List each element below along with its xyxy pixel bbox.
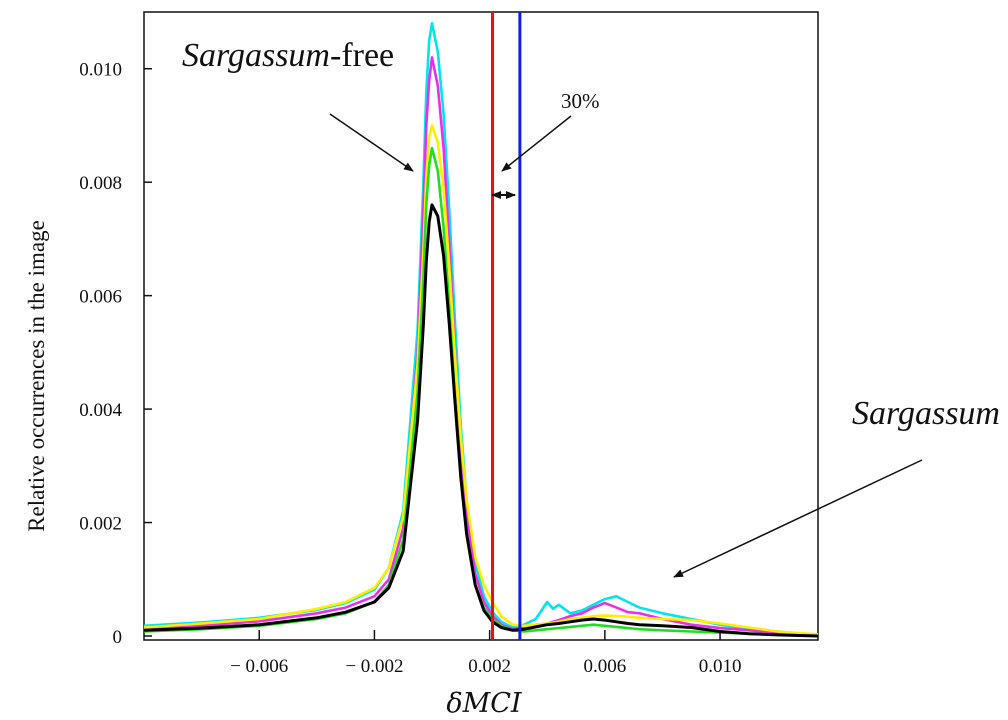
plot-frame xyxy=(143,11,819,641)
y-tick-label: 0.010 xyxy=(79,60,122,81)
series-line-5 xyxy=(143,203,819,638)
y-tick-label: 0 xyxy=(113,627,123,648)
y-tick-label: 0.002 xyxy=(79,514,122,535)
series-line-2 xyxy=(143,56,819,637)
y-tick-label: 0.008 xyxy=(79,173,122,194)
series-line-3 xyxy=(143,124,819,636)
series-layer xyxy=(143,21,819,638)
x-tick-label: − 0.002 xyxy=(345,656,403,677)
sargassum-label: Sargassum xyxy=(852,395,1000,432)
x-tick-label: 0.006 xyxy=(583,656,626,677)
series-line-4 xyxy=(143,146,819,638)
tick-layer: − 0.006 − 0.002 0.002 0.006 0.010 0 0.002 0.004… xyxy=(79,60,741,677)
threshold-lines xyxy=(491,12,522,640)
sargassum-free-italic: Sargassum xyxy=(182,37,330,74)
x-tick-label: − 0.006 xyxy=(230,656,288,677)
y-tick-label: 0.004 xyxy=(79,400,122,421)
y-axis-title: Relative occurrences in the image xyxy=(24,220,49,532)
sargassum-arrow xyxy=(673,459,923,578)
sargassum-free-suffix: -free xyxy=(330,37,394,74)
series-line-1 xyxy=(143,21,819,637)
x-axis-title: δMCI xyxy=(446,688,523,719)
percent-arrow xyxy=(501,115,572,172)
x-tick-label: 0.010 xyxy=(699,656,742,677)
x-tick-label: 0.002 xyxy=(468,656,511,677)
y-tick-label: 0.006 xyxy=(79,287,122,308)
percent-label: 30% xyxy=(561,89,600,113)
sargassum-free-arrow xyxy=(329,113,414,172)
sargassum-free-label: Sargassum-free xyxy=(182,37,394,74)
